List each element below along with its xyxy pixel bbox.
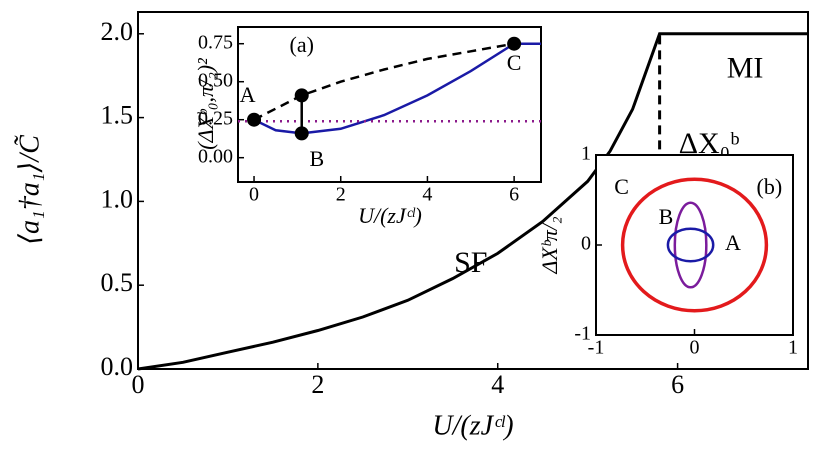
y-tick-label: 2.0 bbox=[101, 17, 134, 46]
y-axis-label: ⟨a₁†a₁⟩/C̃ bbox=[14, 135, 45, 245]
x-tick-label: 2 bbox=[336, 184, 346, 206]
point bbox=[507, 36, 522, 51]
point bbox=[294, 88, 309, 103]
y-tick-label: -1 bbox=[574, 323, 591, 345]
x-tick-label: 4 bbox=[491, 370, 504, 399]
x-tick-label: 2 bbox=[311, 370, 324, 399]
x-tick-label: 0 bbox=[132, 370, 145, 399]
plot-area bbox=[595, 154, 794, 336]
line bbox=[137, 32, 808, 371]
annotation: A bbox=[725, 230, 741, 255]
x-axis-label: U/(zJᶜˡ) bbox=[432, 410, 513, 441]
annotation: C bbox=[614, 174, 629, 199]
x-tick-label: 6 bbox=[671, 370, 684, 399]
y-tick-label: 0 bbox=[581, 233, 591, 255]
y-tick-label: 1.0 bbox=[101, 184, 134, 213]
ellipse bbox=[673, 201, 708, 289]
y-tick-label: 0.0 bbox=[101, 352, 134, 381]
y-axis-label: (ΔXᵇ₀,π/₂)² bbox=[193, 58, 218, 150]
line bbox=[253, 42, 541, 135]
annotation: MI bbox=[727, 52, 764, 85]
annotation: A bbox=[240, 82, 256, 107]
x-tick-label: 0 bbox=[249, 184, 259, 206]
point bbox=[247, 112, 262, 127]
y-tick-label: 0.75 bbox=[198, 31, 233, 53]
annotation: SF bbox=[454, 246, 487, 279]
annotation: (a) bbox=[290, 32, 314, 57]
annotation: B bbox=[659, 204, 674, 229]
y-tick-label: 0.00 bbox=[198, 145, 233, 167]
x-tick-label: 1 bbox=[788, 337, 798, 359]
x-tick-label: 0 bbox=[690, 337, 700, 359]
y-tick-label: 1.5 bbox=[101, 101, 134, 130]
annotation: B bbox=[310, 146, 325, 171]
annotation: (b) bbox=[757, 174, 783, 199]
annotation: C bbox=[507, 50, 522, 75]
y-tick-label: 1 bbox=[581, 143, 591, 165]
y-tick-label: 0.25 bbox=[198, 107, 233, 129]
x-axis-label: U/(zJᶜˡ) bbox=[358, 203, 422, 228]
x-tick-label: -1 bbox=[588, 337, 605, 359]
y-axis-label: ΔXᵇπ/₂ bbox=[537, 216, 562, 274]
x-tick-label: 4 bbox=[422, 184, 432, 206]
y-tick-label: 0.5 bbox=[101, 268, 134, 297]
point bbox=[294, 126, 309, 141]
ellipse bbox=[666, 227, 715, 263]
y-tick-label: 0.50 bbox=[198, 69, 233, 91]
x-tick-label: 6 bbox=[509, 184, 519, 206]
ellipse bbox=[620, 177, 769, 313]
plot-area bbox=[237, 26, 542, 183]
